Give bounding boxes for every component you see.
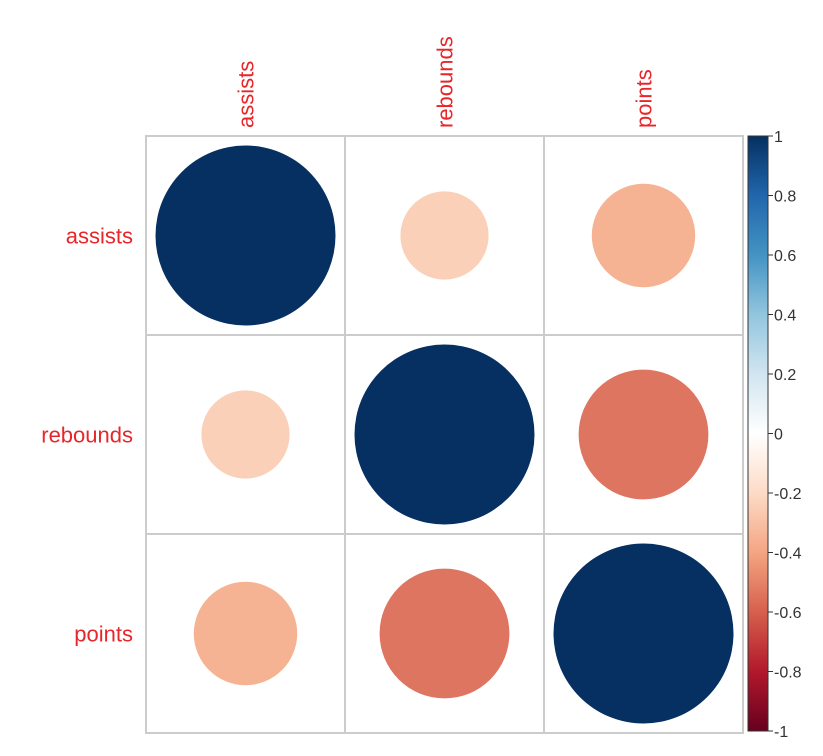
correlation-circle (155, 145, 336, 326)
column-label: points (632, 69, 657, 128)
colorbar-tick-label: -0.6 (774, 605, 802, 622)
colorbar-tick-label: 0 (774, 427, 783, 444)
correlation-circle (578, 369, 709, 500)
correlation-cell (145, 334, 346, 535)
colorbar-tick-label: -1 (774, 724, 788, 741)
colorbar-tick-label: 0.4 (774, 308, 796, 325)
colorbar-tick-label: 0.8 (774, 189, 796, 206)
correlation-circle (400, 191, 489, 280)
row-label: rebounds (41, 423, 133, 448)
colorbar-tick-label: -0.4 (774, 546, 802, 563)
correlation-cell (344, 135, 545, 336)
correlation-cell (543, 533, 744, 734)
correlation-cell (543, 334, 744, 535)
colorbar-tick-label: -0.8 (774, 665, 802, 682)
colorbar-gradient (747, 135, 769, 732)
cell-grid (145, 135, 744, 734)
correlation-cell (145, 135, 346, 336)
colorbar-tick-label: 1 (774, 129, 783, 146)
correlation-cell (344, 533, 545, 734)
colorbar-legend: 1 0.8 0.6 0.4 0.2 0 -0.2 -0.4 -0.6 -0.8 -1 (747, 129, 802, 741)
correlation-cell (344, 334, 545, 535)
correlation-cell (543, 135, 744, 336)
column-labels: assists rebounds points (234, 36, 657, 128)
correlation-circle (354, 344, 535, 525)
column-label: rebounds (433, 36, 458, 128)
row-label: assists (66, 224, 133, 249)
row-labels: assists rebounds points (41, 224, 133, 647)
correlation-cell (145, 533, 346, 734)
column-label: assists (234, 61, 259, 128)
row-label: points (74, 622, 133, 647)
correlation-circle (193, 581, 298, 686)
correlation-circle (591, 183, 696, 288)
correlation-circle (379, 568, 510, 699)
correlation-circle (553, 543, 734, 724)
correlation-circle (201, 390, 290, 479)
colorbar-tick-label: 0.6 (774, 248, 796, 265)
colorbar-tick-label: -0.2 (774, 486, 802, 503)
colorbar-tick-label: 0.2 (774, 367, 796, 384)
